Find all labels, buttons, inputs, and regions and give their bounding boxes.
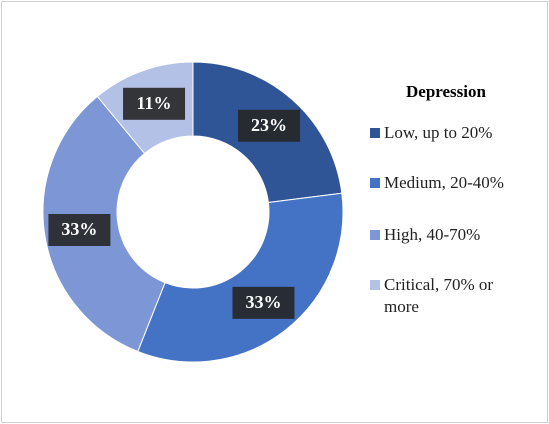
- legend-label: Low, up to 20%: [384, 123, 493, 142]
- legend-label: High, 40-70%: [384, 225, 481, 244]
- legend-item: Low, up to 20%: [370, 122, 528, 144]
- legend-item: Medium, 20-40%: [370, 172, 528, 194]
- legend-swatch: [370, 178, 380, 188]
- value-label-box: [232, 286, 295, 319]
- legend-label: Medium, 20-40%: [384, 173, 504, 192]
- legend-item: High, 40-70%: [370, 224, 528, 246]
- value-label: 23%: [251, 115, 287, 135]
- legend-swatch: [370, 128, 380, 138]
- legend-item: Critical, 70% or more: [370, 274, 528, 318]
- legend-title: Depression: [406, 82, 486, 101]
- legend-label: Critical, 70% or more: [384, 275, 494, 316]
- value-label-box: [48, 213, 111, 246]
- slice: [137, 192, 344, 363]
- value-label-box: [238, 109, 301, 142]
- value-label-box: [123, 87, 186, 120]
- value-label: 33%: [245, 292, 281, 312]
- legend: Depression Low, up to 20% Medium, 20-40% H…: [362, 70, 530, 320]
- value-label: 33%: [61, 219, 97, 239]
- value-label: 11%: [137, 93, 172, 113]
- legend-swatch: [370, 280, 380, 290]
- legend-swatch: [370, 230, 380, 240]
